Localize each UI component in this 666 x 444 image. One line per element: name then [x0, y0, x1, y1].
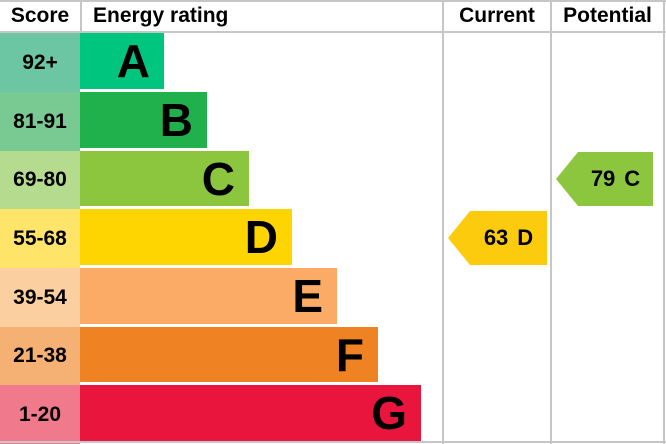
band-bar-e: E — [80, 268, 337, 324]
band-letter: A — [116, 35, 150, 87]
band-row-b: 81-91 B — [0, 92, 443, 151]
current-column-header: Current — [459, 3, 535, 27]
current-column-divider-line — [442, 0, 444, 444]
band-bar-d: D — [80, 209, 292, 265]
band-row-g: 1-20 G — [0, 385, 443, 444]
current-rating-arrow: 63 D — [448, 211, 547, 265]
score-header-divider-line — [80, 0, 82, 33]
score-column-header: Score — [10, 3, 70, 27]
band-row-c: 69-80 C — [0, 151, 443, 209]
band-letter: F — [335, 328, 364, 381]
potential-column-divider-line — [550, 0, 552, 444]
score-range-label: 39-54 — [0, 268, 80, 327]
right-border-line — [663, 0, 665, 444]
bottom-border-line — [0, 441, 666, 443]
band-bar-a: A — [80, 33, 164, 89]
band-bar-g: G — [80, 385, 421, 441]
current-rating-value: 63 — [483, 225, 509, 250]
band-letter: C — [201, 152, 235, 205]
band-row-f: 21-38 F — [0, 327, 443, 385]
top-border-line — [0, 0, 666, 2]
band-letter: E — [292, 270, 323, 322]
band-letter: G — [371, 387, 407, 439]
score-range-label: 21-38 — [0, 327, 80, 385]
band-bar-c: C — [80, 151, 249, 206]
score-range-label: 69-80 — [0, 151, 80, 209]
potential-column-header: Potential — [563, 3, 652, 27]
header-divider-line — [0, 31, 666, 33]
current-rating-letter: D — [517, 225, 534, 250]
band-letter: D — [244, 211, 278, 263]
potential-rating-letter: C — [624, 166, 641, 191]
band-row-a: 92+ A — [0, 33, 443, 92]
band-bar-f: F — [80, 327, 378, 382]
band-row-e: 39-54 E — [0, 268, 443, 327]
band-bar-b: B — [80, 92, 207, 148]
score-range-label: 81-91 — [0, 92, 80, 151]
score-range-label: 92+ — [0, 33, 80, 92]
score-range-label: 1-20 — [0, 385, 80, 444]
potential-rating-arrow: 79 C — [556, 152, 653, 206]
band-letter: B — [159, 94, 193, 146]
band-row-d: 55-68 D — [0, 209, 443, 268]
energy-rating-column-header: Energy rating — [93, 3, 229, 27]
potential-rating-value: 79 — [590, 166, 616, 191]
score-range-label: 55-68 — [0, 209, 80, 268]
